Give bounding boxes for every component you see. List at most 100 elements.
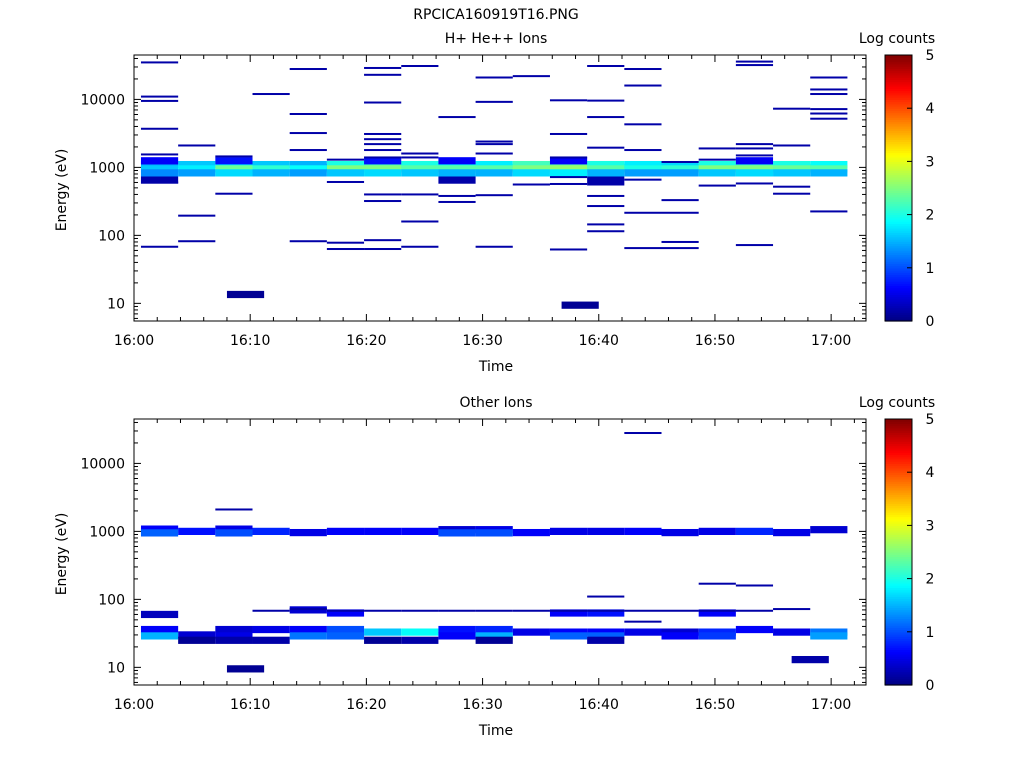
heatmap-cell (698, 165, 736, 173)
colorbar-swatch (885, 234, 912, 238)
heatmap-cell (252, 527, 290, 535)
count-line (475, 140, 513, 143)
colorbar-swatch (885, 94, 912, 98)
colorbar-swatch (885, 134, 912, 138)
heatmap-cell (140, 157, 179, 165)
count-line (364, 138, 402, 141)
colorbar-swatch (885, 294, 912, 298)
count-line (140, 95, 179, 98)
heatmap-cell (289, 528, 327, 537)
count-line (401, 193, 439, 196)
colorbar-swatch (885, 103, 912, 107)
colorbar-swatch (885, 199, 912, 202)
count-line (661, 161, 699, 164)
colorbar-swatch (885, 172, 912, 176)
colorbar-swatch (885, 554, 912, 558)
heatmap-cell (475, 636, 513, 644)
heatmap-cell (326, 625, 365, 634)
count-line (810, 117, 848, 120)
x-tick-label: 16:00 (114, 697, 154, 713)
heatmap-cell (587, 160, 625, 169)
heatmap-cell (735, 625, 774, 634)
count-line (326, 609, 365, 612)
colorbar-swatch (885, 256, 912, 260)
heatmap-cell (215, 625, 253, 634)
plot-area: 10 100 1000 10000 16:00 16:10 16:20 16:30 16:40 1… (80, 54, 867, 349)
file-title: RPCICA160919T16.PNG (413, 7, 578, 23)
colorbar-swatch (885, 647, 912, 651)
heatmap-cell (587, 609, 625, 617)
count-line (698, 609, 736, 612)
heatmap-cell (735, 165, 774, 173)
colorbar-swatch (885, 83, 912, 87)
heatmap-cell (215, 157, 253, 165)
colorbar-swatch (885, 547, 912, 551)
heatmap-cell (810, 628, 848, 636)
colorbar-swatch (885, 552, 912, 555)
heatmap-cell (512, 165, 550, 173)
colorbar-swatch (885, 645, 912, 648)
colorbar-swatch (885, 673, 912, 677)
count-line (587, 146, 625, 149)
heatmap-cell (438, 157, 476, 165)
colorbar-swatch (885, 609, 912, 613)
x-tick-label: 16:10 (230, 697, 270, 713)
count-line (326, 248, 365, 251)
count-line (810, 210, 848, 213)
colorbar-swatch (885, 70, 912, 74)
colorbar-tick-label: 5 (926, 412, 935, 428)
heatmap-cell (215, 632, 253, 640)
count-line (735, 143, 774, 146)
colorbar-swatch (885, 549, 912, 553)
heatmap-cell (140, 610, 179, 619)
colorbar-swatch (885, 221, 912, 225)
heatmap-cell (226, 665, 265, 673)
colorbar-swatch (885, 307, 912, 311)
count-line (475, 609, 513, 612)
colorbar-swatch (885, 463, 912, 467)
count-line (401, 152, 439, 155)
x-tick-label: 16:10 (230, 333, 270, 349)
colorbar-swatch (885, 114, 912, 118)
count-line (475, 194, 513, 197)
colorbar-swatch (885, 498, 912, 502)
heatmap-cell (364, 160, 402, 169)
colorbar-swatch (885, 194, 912, 198)
colorbar-swatch (885, 196, 912, 200)
colorbar-swatch (885, 656, 912, 659)
colorbar-swatch (885, 119, 912, 123)
heatmap-cell (289, 160, 327, 169)
colorbar-swatch (885, 438, 912, 442)
count-line (364, 200, 402, 203)
heatmap-cell (475, 169, 513, 177)
count-line (661, 247, 699, 250)
count-line (735, 147, 774, 150)
heatmap-cell (791, 655, 829, 664)
colorbar-swatch (885, 254, 912, 258)
heatmap-cell (549, 169, 588, 177)
colorbar-swatch (885, 205, 912, 209)
x-tick-label: 17:00 (811, 333, 851, 349)
panel-title: H+ He++ Ions (445, 31, 548, 47)
colorbar-swatch (885, 99, 912, 103)
colorbar-swatch (885, 518, 912, 522)
colorbar-swatch (885, 447, 912, 451)
colorbar-swatch (885, 243, 912, 247)
colorbar-swatch (885, 560, 912, 564)
heatmap-cell (661, 632, 699, 640)
count-line (140, 153, 179, 156)
colorbar-swatch (885, 314, 912, 318)
count-line (587, 230, 625, 233)
colorbar-swatch (885, 602, 912, 606)
colorbar-swatch (885, 487, 912, 491)
colorbar: 0 1 2 3 4 5 (884, 48, 935, 330)
colorbar-swatch (885, 276, 912, 280)
count-line (735, 154, 774, 157)
colorbar-swatch (885, 538, 912, 542)
colorbar-swatch (885, 130, 912, 134)
heatmap-cell (438, 165, 476, 173)
colorbar-swatch (885, 556, 912, 560)
colorbar-swatch (885, 419, 912, 422)
colorbar-swatch (885, 230, 912, 233)
count-line (624, 620, 662, 623)
